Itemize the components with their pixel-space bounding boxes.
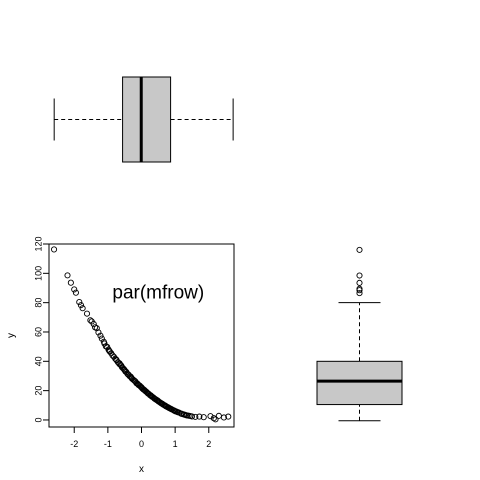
scatter-point xyxy=(140,386,147,393)
scatter-point xyxy=(196,413,203,420)
scatter-point xyxy=(147,392,154,399)
scatter-point xyxy=(210,415,217,422)
boxplot-x xyxy=(53,76,234,163)
scatter-point xyxy=(163,403,170,410)
scatter-y-tick-label: 100 xyxy=(33,266,43,281)
boxplot-y-outlier xyxy=(356,279,363,286)
scatter-y-tick-label: 80 xyxy=(33,298,43,308)
scatter-point xyxy=(128,374,135,381)
scatter-x-tick-label: 1 xyxy=(173,439,178,449)
scatter-point xyxy=(121,367,128,374)
scatter-panel: -2 -1 0 1 2 0 20 40 60 80 100 120 par(mfrow) x y xyxy=(6,236,235,475)
boxplot-y-outlier xyxy=(356,272,363,279)
scatter-x-tick-label: -2 xyxy=(70,439,78,449)
scatter-point xyxy=(77,302,85,309)
scatter-point xyxy=(187,412,194,420)
scatter-point xyxy=(76,299,83,306)
scatter-y-tick-label: 20 xyxy=(33,386,43,396)
scatter-point xyxy=(220,414,227,421)
scatter-y-tick-label: 40 xyxy=(33,356,43,366)
scatter-point xyxy=(98,335,105,342)
scatter-point xyxy=(172,408,179,415)
scatter-point xyxy=(64,272,71,279)
scatter-point xyxy=(154,397,161,404)
scatter-point xyxy=(116,360,123,367)
scatter-point xyxy=(131,377,138,385)
scatter-point xyxy=(141,387,148,394)
scatter-point xyxy=(113,356,120,363)
scatter-point xyxy=(95,329,102,336)
scatter-point xyxy=(67,279,74,286)
scatter-x-tick-label: 2 xyxy=(206,439,211,449)
scatter-point xyxy=(72,289,79,296)
scatter-x-axis: -2 -1 0 1 2 xyxy=(70,426,211,449)
boxplot-y-box xyxy=(316,360,403,406)
scatter-point xyxy=(97,332,104,339)
scatter-point xyxy=(158,400,165,407)
scatter-point xyxy=(225,413,232,420)
boxplot-y-outlier xyxy=(356,290,363,297)
scatter-point xyxy=(207,413,214,420)
scatter-x-tick-label: -1 xyxy=(104,439,112,449)
scatter-y-label: y xyxy=(6,333,17,338)
scatter-point xyxy=(161,402,169,409)
scatter-points xyxy=(50,246,232,423)
scatter-y-tick-label: 60 xyxy=(33,327,43,337)
scatter-annotation: par(mfrow) xyxy=(112,282,204,303)
scatter-point xyxy=(168,405,175,413)
scatter-y-tick-label: 120 xyxy=(33,236,43,251)
scatter-x-tick-label: 0 xyxy=(139,439,144,449)
scatter-point xyxy=(212,416,219,423)
scatter-y-tick-label: 0 xyxy=(33,417,43,422)
scatter-point xyxy=(79,305,86,312)
scatter-point xyxy=(50,246,58,253)
scatter-point xyxy=(181,411,188,418)
scatter-point xyxy=(101,340,108,347)
scatter-x-label: x xyxy=(139,464,144,475)
scatter-point xyxy=(87,317,94,324)
boxplot-x-box xyxy=(122,76,172,163)
scatter-point xyxy=(200,414,207,421)
scatter-point xyxy=(71,286,78,293)
scatter-point xyxy=(90,321,97,328)
boxplot-y-outlier xyxy=(356,285,363,292)
scatter-point xyxy=(124,371,132,378)
scatter-point xyxy=(106,347,113,354)
boxplot-y-outliers xyxy=(356,246,363,297)
scatter-point xyxy=(83,310,91,317)
scatter-y-axis: 0 20 40 60 80 100 120 xyxy=(33,236,50,422)
boxplot-y-outlier xyxy=(356,246,363,253)
boxplot-y xyxy=(316,246,403,422)
